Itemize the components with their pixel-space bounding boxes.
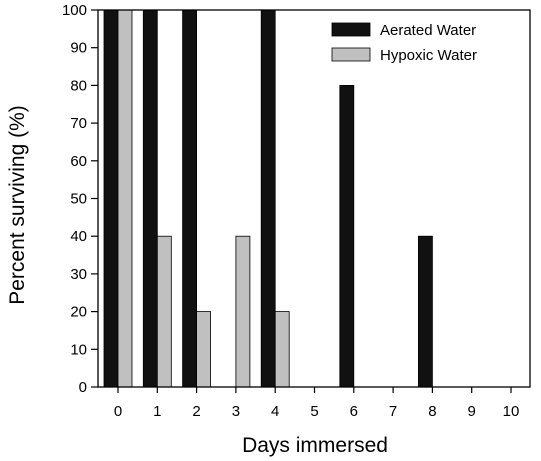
legend-swatch-hypoxic-water xyxy=(331,47,371,62)
x-tick-label-0: 0 xyxy=(114,403,122,420)
y-axis-title: Percent surviving (%) xyxy=(6,105,29,305)
bar-hypoxic-water-day-3 xyxy=(235,235,251,388)
bar-aerated-water-day-1 xyxy=(142,9,158,388)
bars-group xyxy=(103,9,433,388)
bar-hypoxic-water-day-0 xyxy=(117,9,133,388)
bar-aerated-water-day-4 xyxy=(260,9,276,388)
y-tick-label-50: 50 xyxy=(70,191,87,208)
y-tick-label-80: 80 xyxy=(70,77,87,94)
legend: Aerated Water Hypoxic Water xyxy=(331,22,477,64)
x-tick-label-5: 5 xyxy=(310,403,318,420)
x-tick-label-3: 3 xyxy=(232,403,240,420)
bar-hypoxic-water-day-2 xyxy=(196,311,212,388)
y-tick-label-90: 90 xyxy=(70,40,87,57)
x-tick-label-6: 6 xyxy=(350,403,358,420)
y-tick-label-60: 60 xyxy=(70,153,87,170)
x-tick-label-1: 1 xyxy=(153,403,161,420)
y-tick-label-70: 70 xyxy=(70,115,87,132)
y-tick-label-100: 100 xyxy=(62,2,87,19)
y-tick-label-30: 30 xyxy=(70,266,87,283)
y-tick-label-10: 10 xyxy=(70,341,87,358)
x-tick-label-2: 2 xyxy=(192,403,200,420)
bar-aerated-water-day-8 xyxy=(417,235,433,388)
x-tick-label-7: 7 xyxy=(389,403,397,420)
x-tick-label-9: 9 xyxy=(468,403,476,420)
bar-aerated-water-day-2 xyxy=(182,9,198,388)
x-tick-label-4: 4 xyxy=(271,403,279,420)
x-tick-label-8: 8 xyxy=(428,403,436,420)
bar-hypoxic-water-day-4 xyxy=(274,311,290,388)
x-axis-title: Days immersed xyxy=(242,434,388,457)
y-tick-label-20: 20 xyxy=(70,304,87,321)
bar-hypoxic-water-day-1 xyxy=(156,235,172,388)
x-tick-label-10: 10 xyxy=(503,403,520,420)
y-tick-label-0: 0 xyxy=(79,379,87,396)
legend-swatch-aerated-water xyxy=(331,22,371,37)
axes-group: 0 10 20 30 40 50 60 70 80 90 100 0 1 2 3 4 5 6 7 8 9 10 xyxy=(62,2,531,420)
legend-label-hypoxic-water: Hypoxic Water xyxy=(380,47,477,64)
bar-aerated-water-day-6 xyxy=(339,85,355,388)
bar-aerated-water-day-0 xyxy=(103,9,119,388)
legend-label-aerated-water: Aerated Water xyxy=(380,22,476,39)
y-tick-label-40: 40 xyxy=(70,228,87,245)
